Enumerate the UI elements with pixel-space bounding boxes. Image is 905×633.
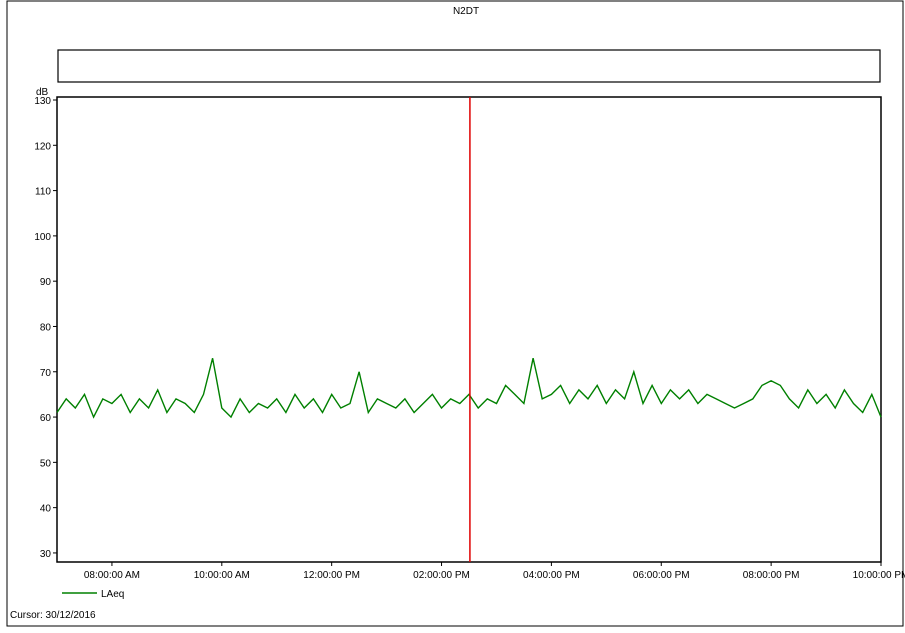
y-axis-unit: dB <box>36 87 49 98</box>
x-tick-label: 08:00:00 PM <box>743 570 800 581</box>
y-tick-label: 60 <box>40 413 52 424</box>
y-axis: 30 40 50 60 70 80 90 100 110 120 130 <box>34 96 57 560</box>
plot-area <box>56 96 882 563</box>
outer-border <box>6 0 904 627</box>
y-tick-label: 130 <box>34 96 51 107</box>
y-tick-label: 110 <box>35 187 51 198</box>
x-tick-label: 06:00:00 PM <box>633 570 690 581</box>
series-layer <box>56 358 882 419</box>
x-tick-label: 04:00:00 PM <box>523 570 580 581</box>
y-tick-label: 120 <box>34 141 51 152</box>
y-tick-label: 50 <box>40 458 52 469</box>
header-box <box>57 49 881 83</box>
y-tick-label: 70 <box>40 368 52 379</box>
x-axis: 08:00:00 AM 10:00:00 AM 12:00:00 PM 02:00:0… <box>84 562 905 581</box>
y-tick-label: 100 <box>34 232 51 243</box>
chart-title: N2DT <box>453 6 479 17</box>
y-tick-label: 40 <box>40 504 52 515</box>
y-tick-label: 80 <box>40 322 52 333</box>
x-tick-label: 10:00:00 AM <box>194 570 250 581</box>
y-tick-label: 30 <box>40 549 52 560</box>
cursor-readout: Cursor: 30/12/2016 <box>10 610 96 621</box>
x-tick-label: 02:00:00 PM <box>413 570 470 581</box>
series-line-laeq <box>56 358 882 419</box>
x-tick-label: 10:00:00 PM <box>853 570 905 581</box>
x-tick-label: 12:00:00 PM <box>303 570 360 581</box>
legend-label-laeq: LAeq <box>101 589 124 600</box>
x-tick-label: 08:00:00 AM <box>84 570 140 581</box>
y-tick-label: 90 <box>40 277 52 288</box>
